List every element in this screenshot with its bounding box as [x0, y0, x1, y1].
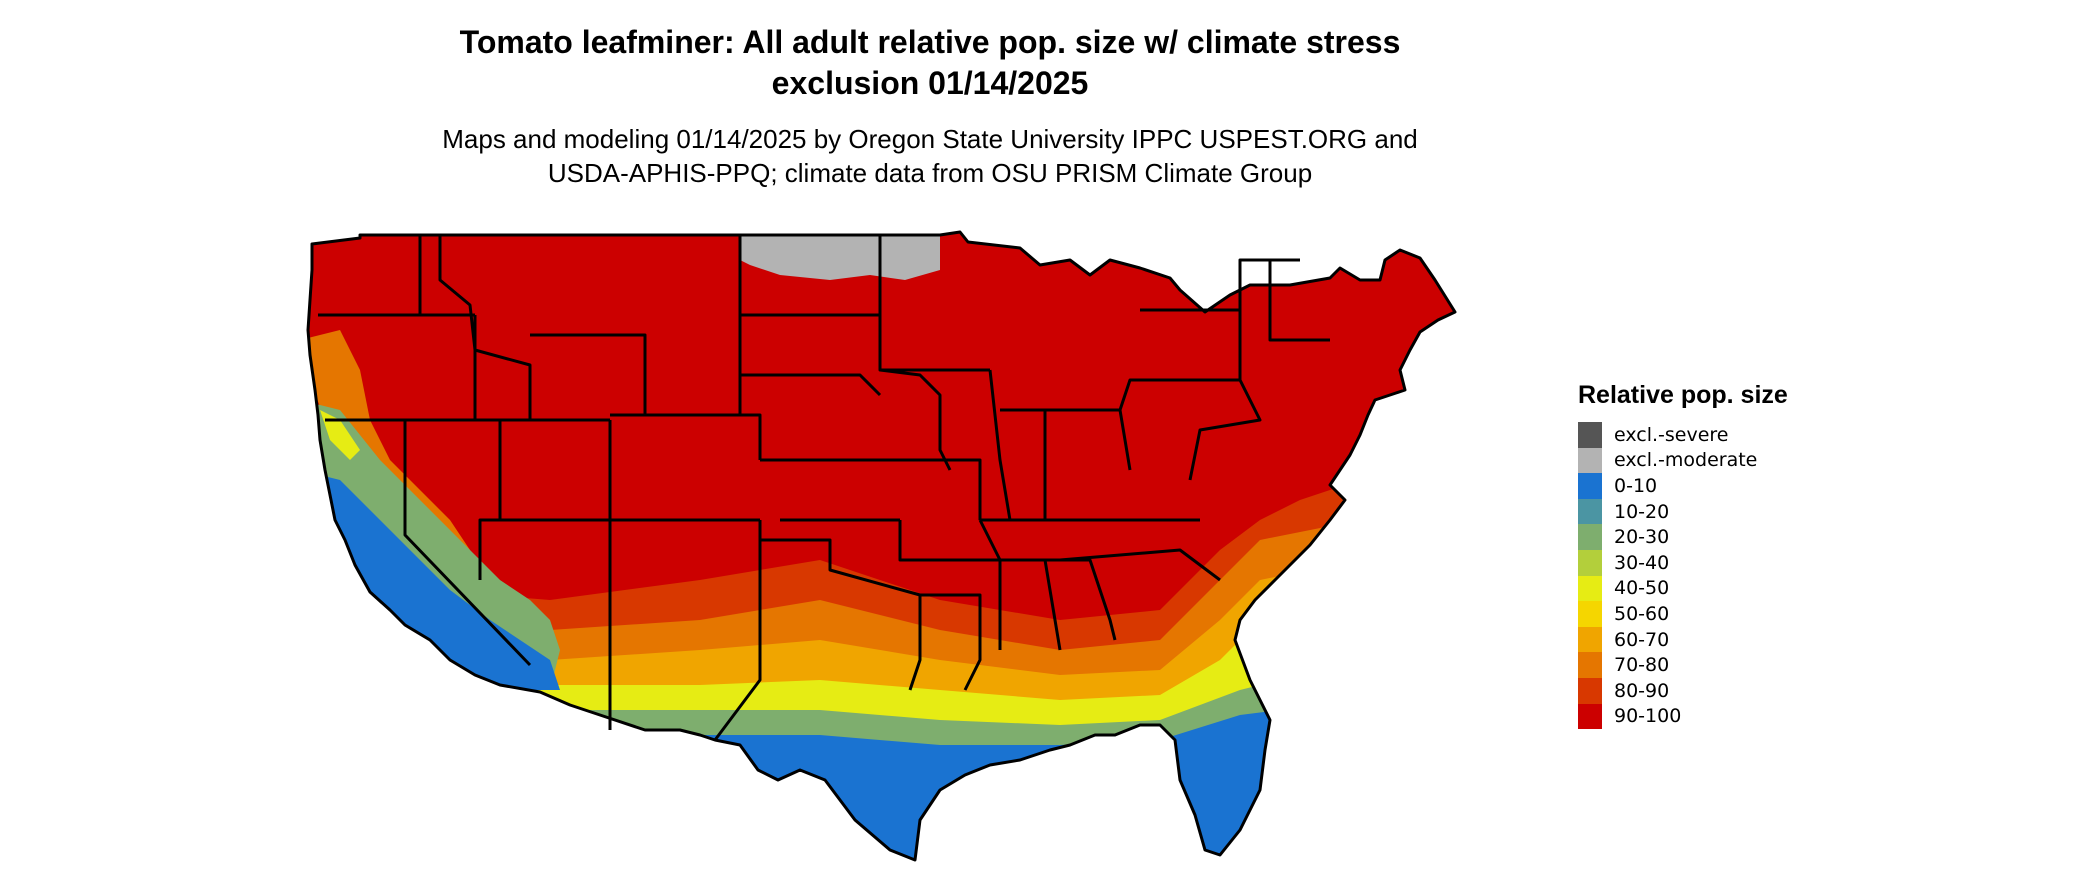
us-map-svg	[306, 230, 1457, 862]
border-wy	[530, 333, 647, 417]
legend-swatch	[1578, 422, 1602, 448]
legend-item: 20-30	[1578, 524, 1788, 550]
legend-items: excl.-severe excl.-moderate 0-10 10-20 20-30…	[1578, 422, 1788, 730]
legend-item: 0-10	[1578, 473, 1788, 499]
legend-item: 10-20	[1578, 498, 1788, 525]
subtitle-line-2: USDA-APHIS-PPQ; climate data from OSU PR…	[547, 158, 1313, 188]
legend-item: excl.-severe	[1578, 422, 1788, 448]
legend-label: 20-30	[1614, 526, 1670, 549]
border-nm-tx	[713, 520, 762, 741]
legend-label: 40-50	[1614, 577, 1670, 600]
border-nc-sc	[1059, 548, 1221, 582]
state-borders	[306, 230, 1457, 862]
border-ca-nv	[403, 420, 532, 667]
map-subtitle: Maps and modeling 01/14/2025 by Oregon S…	[0, 122, 1860, 190]
legend-label: 0-10	[1614, 474, 1658, 497]
legend-item: 50-60	[1578, 601, 1788, 627]
legend-item: 60-70	[1578, 626, 1788, 653]
border-mn-ia	[878, 235, 952, 471]
legend-swatch	[1578, 473, 1602, 499]
border-sd-ne	[740, 373, 882, 397]
zone-california-yellow	[320, 410, 360, 460]
legend-label: 90-100	[1614, 705, 1682, 728]
legend-swatch	[1578, 498, 1602, 525]
title-line-1: Tomato leafminer: All adult relative pop…	[459, 24, 1401, 60]
zone-excl-moderate	[740, 232, 940, 280]
legend-label: 10-20	[1614, 500, 1670, 523]
legend-label: 80-90	[1614, 679, 1670, 702]
climate-zones	[308, 232, 1455, 860]
map-title: Tomato leafminer: All adult relative pop…	[0, 22, 1860, 104]
legend-swatch	[1578, 524, 1602, 550]
legend-title: Relative pop. size	[1578, 381, 1788, 409]
legend-swatch	[1578, 677, 1602, 704]
legend-item: 40-50	[1578, 575, 1788, 602]
legend-item: excl.-moderate	[1578, 447, 1788, 474]
border-ar	[898, 520, 1000, 562]
us-outline	[306, 230, 1457, 862]
legend-swatch	[1578, 601, 1602, 627]
legend-label: 30-40	[1614, 551, 1670, 574]
legend-label: 70-80	[1614, 654, 1670, 677]
border-ma	[1268, 260, 1330, 342]
subtitle-line-1: Maps and modeling 01/14/2025 by Oregon S…	[442, 124, 1418, 154]
legend-label: 60-70	[1614, 628, 1670, 651]
legend-swatch	[1578, 549, 1602, 576]
legend-swatch	[1578, 703, 1602, 730]
border-la	[920, 593, 982, 691]
legend-swatch	[1578, 575, 1602, 602]
border-il	[988, 369, 1012, 521]
legend-swatch	[1578, 652, 1602, 678]
legend-item: 90-100	[1578, 703, 1788, 730]
title-line-2: exclusion 01/14/2025	[771, 65, 1089, 101]
border-vt-nh	[1238, 258, 1300, 310]
legend: Relative pop. size excl.-severe excl.-mod…	[1578, 380, 1788, 730]
legend-label: excl.-severe	[1614, 423, 1729, 446]
us-map	[300, 220, 1560, 890]
legend-item: 80-90	[1578, 677, 1788, 704]
border-co-ne	[645, 413, 762, 460]
legend-item: 30-40	[1578, 549, 1788, 576]
legend-label: excl.-moderate	[1614, 449, 1758, 472]
border-ok-tx	[760, 538, 922, 691]
border-pa	[1118, 378, 1262, 481]
border-mo	[900, 458, 982, 520]
legend-swatch	[1578, 447, 1602, 474]
border-id-mt	[438, 235, 532, 420]
legend-label: 50-60	[1614, 602, 1670, 625]
legend-item: 70-80	[1578, 652, 1788, 678]
legend-swatch	[1578, 626, 1602, 653]
